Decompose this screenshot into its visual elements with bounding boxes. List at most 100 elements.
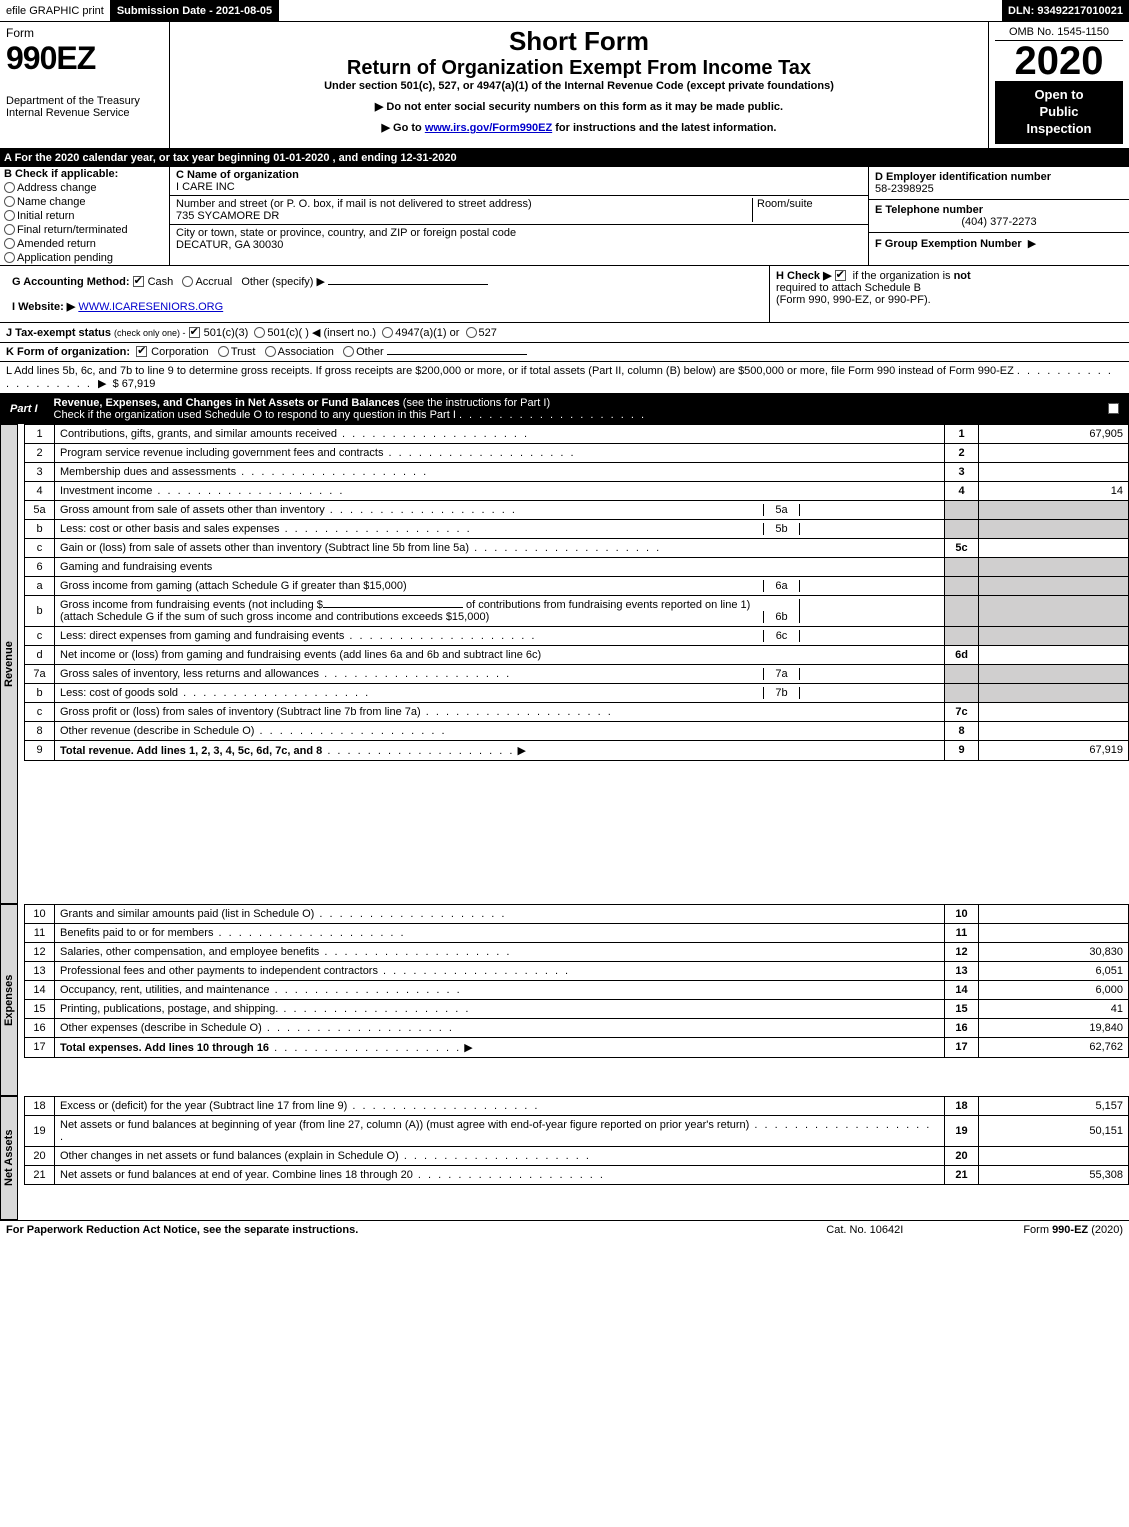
checkbox-schedO[interactable]	[1108, 403, 1119, 414]
opt-cash: Cash	[148, 276, 174, 288]
website-link[interactable]: WWW.ICARESENIORS.ORG	[78, 301, 223, 313]
h-label: H Check ▶	[776, 270, 832, 282]
row-l: L Add lines 5b, 6c, and 7b to line 9 to …	[0, 362, 1129, 394]
line-19: 19Net assets or fund balances at beginni…	[25, 1115, 1129, 1146]
line-1: 1Contributions, gifts, grants, and simil…	[25, 424, 1129, 443]
topbar: efile GRAPHIC print Submission Date - 20…	[0, 0, 1129, 22]
line-2: 2Program service revenue including gover…	[25, 443, 1129, 462]
line-18: 18Excess or (deficit) for the year (Subt…	[25, 1096, 1129, 1115]
opt-trust: Trust	[231, 346, 256, 358]
radio-application-pending[interactable]	[4, 252, 15, 263]
j-label: J Tax-exempt status	[6, 327, 111, 339]
opt-501c3: 501(c)(3)	[204, 327, 249, 339]
dept-treasury: Department of the Treasury	[6, 95, 163, 107]
checkbox-h[interactable]	[835, 270, 846, 281]
e-label: E Telephone number	[875, 204, 983, 216]
subtitle: Under section 501(c), 527, or 4947(a)(1)…	[178, 80, 980, 92]
radio-association[interactable]	[265, 346, 276, 357]
netassets-table: 18Excess or (deficit) for the year (Subt…	[24, 1096, 1129, 1185]
line-9: 9Total revenue. Add lines 1, 2, 3, 4, 5c…	[25, 740, 1129, 760]
l-value: $ 67,919	[113, 378, 156, 390]
city-label: City or town, state or province, country…	[176, 227, 862, 239]
line-6c: cLess: direct expenses from gaming and f…	[25, 626, 1129, 645]
box-h: H Check ▶ if the organization is not req…	[769, 266, 1129, 322]
g-label: G Accounting Method:	[12, 276, 130, 288]
instr-ssn: ▶ Do not enter social security numbers o…	[178, 100, 980, 113]
instr-goto: ▶ Go to www.irs.gov/Form990EZ for instru…	[178, 121, 980, 134]
tax-year: 2020	[995, 41, 1123, 81]
box-b: B Check if applicable: Address change Na…	[0, 167, 170, 265]
box-c: C Name of organization I CARE INC Number…	[170, 167, 869, 265]
d-label: D Employer identification number	[875, 171, 1051, 183]
line-5c: cGain or (loss) from sale of assets othe…	[25, 538, 1129, 557]
checkbox-corporation[interactable]	[136, 346, 147, 357]
radio-address-change[interactable]	[4, 182, 15, 193]
expenses-table: 10Grants and similar amounts paid (list …	[24, 904, 1129, 1058]
opt-address-change: Address change	[17, 182, 97, 194]
efile-print: efile GRAPHIC print	[0, 0, 111, 21]
h-not: not	[954, 270, 971, 282]
line-8: 8Other revenue (describe in Schedule O)8	[25, 721, 1129, 740]
radio-accrual[interactable]	[182, 276, 193, 287]
vlabel-revenue: Revenue	[0, 424, 18, 904]
row-gh: G Accounting Method: Cash Accrual Other …	[0, 266, 1129, 323]
dept-irs: Internal Revenue Service	[6, 107, 163, 119]
opt-527: 527	[479, 327, 497, 339]
section-netassets: Net Assets 18Excess or (deficit) for the…	[0, 1096, 1129, 1220]
footer-left: For Paperwork Reduction Act Notice, see …	[6, 1224, 358, 1236]
opt-final-return: Final return/terminated	[17, 224, 128, 236]
line-14: 14Occupancy, rent, utilities, and mainte…	[25, 980, 1129, 999]
box-def: D Employer identification number 58-2398…	[869, 167, 1129, 265]
form-number: 990EZ	[6, 40, 163, 77]
checkbox-cash[interactable]	[133, 276, 144, 287]
radio-527[interactable]	[466, 327, 477, 338]
line-6a: aGross income from gaming (attach Schedu…	[25, 576, 1129, 595]
open-line1: Open to	[999, 87, 1119, 104]
line-7a: 7aGross sales of inventory, less returns…	[25, 664, 1129, 683]
info-grid: B Check if applicable: Address change Na…	[0, 167, 1129, 266]
part1-header: Part I Revenue, Expenses, and Changes in…	[0, 394, 1129, 424]
ein-value: 58-2398925	[875, 183, 1123, 195]
opt-initial-return: Initial return	[17, 210, 74, 222]
opt-application-pending: Application pending	[17, 252, 113, 264]
part1-instr: (see the instructions for Part I)	[403, 397, 550, 409]
h-text1: if the organization is	[853, 270, 954, 282]
vlabel-netassets: Net Assets	[0, 1096, 18, 1220]
row-k: K Form of organization: Corporation Trus…	[0, 343, 1129, 362]
line-4: 4Investment income414	[25, 481, 1129, 500]
instr-link[interactable]: www.irs.gov/Form990EZ	[425, 122, 552, 134]
footer-form-post: (2020)	[1088, 1224, 1123, 1236]
line-6: 6Gaming and fundraising events	[25, 557, 1129, 576]
radio-initial-return[interactable]	[4, 210, 15, 221]
line-20: 20Other changes in net assets or fund ba…	[25, 1146, 1129, 1165]
line-5b: bLess: cost or other basis and sales exp…	[25, 519, 1129, 538]
h-text2: required to attach Schedule B	[776, 282, 921, 294]
part1-label: Part I	[0, 400, 48, 418]
opt-accrual: Accrual	[195, 276, 232, 288]
checkbox-501c3[interactable]	[189, 327, 200, 338]
open-to-public: Open to Public Inspection	[995, 81, 1123, 144]
radio-trust[interactable]	[218, 346, 229, 357]
radio-final-return[interactable]	[4, 224, 15, 235]
row-a-taxyear: A For the 2020 calendar year, or tax yea…	[0, 150, 1129, 167]
instr-goto-pre: ▶ Go to	[382, 122, 425, 134]
line-16: 16Other expenses (describe in Schedule O…	[25, 1018, 1129, 1037]
revenue-table: 1Contributions, gifts, grants, and simil…	[24, 424, 1129, 761]
f-label: F Group Exemption Number	[875, 238, 1022, 250]
radio-501c[interactable]	[254, 327, 265, 338]
arrow-icon: ▶	[1028, 237, 1036, 250]
h-text3: (Form 990, 990-EZ, or 990-PF).	[776, 294, 931, 306]
opt-name-change: Name change	[17, 196, 86, 208]
line-12: 12Salaries, other compensation, and empl…	[25, 942, 1129, 961]
opt-corporation: Corporation	[151, 346, 208, 358]
phone-value: (404) 377-2273	[875, 216, 1123, 228]
k-label: K Form of organization:	[6, 346, 130, 358]
radio-name-change[interactable]	[4, 196, 15, 207]
radio-4947[interactable]	[382, 327, 393, 338]
j-sub: (check only one) -	[114, 328, 186, 338]
radio-amended-return[interactable]	[4, 238, 15, 249]
submission-date: Submission Date - 2021-08-05	[111, 0, 279, 21]
line-7b: bLess: cost of goods sold7b	[25, 683, 1129, 702]
opt-4947: 4947(a)(1) or	[395, 327, 459, 339]
radio-other-org[interactable]	[343, 346, 354, 357]
